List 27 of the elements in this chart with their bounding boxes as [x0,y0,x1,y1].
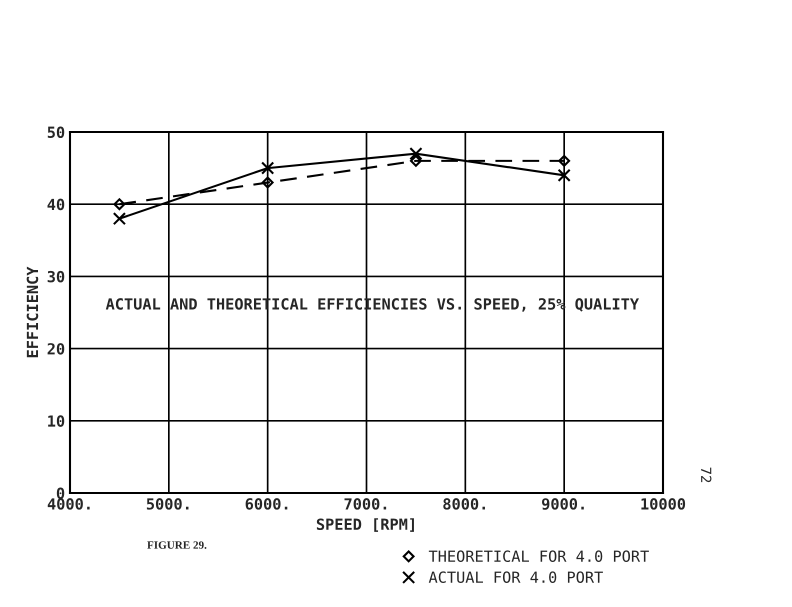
y-tick-label: 20 [48,343,64,355]
point [410,154,422,167]
x-tick-label: 5000. [146,498,188,510]
x-tick-label: 6000. [246,498,288,510]
point [558,154,570,167]
x-tick-label: 9000. [542,498,584,510]
y-tick-label: 30 [48,270,64,282]
y-tick-label: 50 [48,126,64,138]
x-tick-label: 7000. [344,498,386,510]
point [113,198,126,210]
point [112,212,126,226]
legend-label: THEORETICAL FOR 4.0 PORT [428,550,649,562]
x-tick-label: 4000. [48,498,90,510]
y-axis-title: EFFICIENCY [26,266,38,358]
point [261,162,274,175]
point [409,147,423,160]
point [262,176,274,188]
x-tick-label: 10000 [641,498,686,510]
caption: FIGURE 29. [147,541,206,549]
legend-label: ACTUAL FOR 4.0 PORT [428,571,603,583]
point [558,168,571,182]
y-tick-label: 0 [56,487,64,500]
y-tick-label: 10 [48,415,64,427]
x-axis-title: SPEED [RPM] [316,518,414,532]
x-tick-label: 8000. [443,498,485,510]
text: 72 [701,468,712,482]
y-tick-label: 40 [48,198,64,210]
